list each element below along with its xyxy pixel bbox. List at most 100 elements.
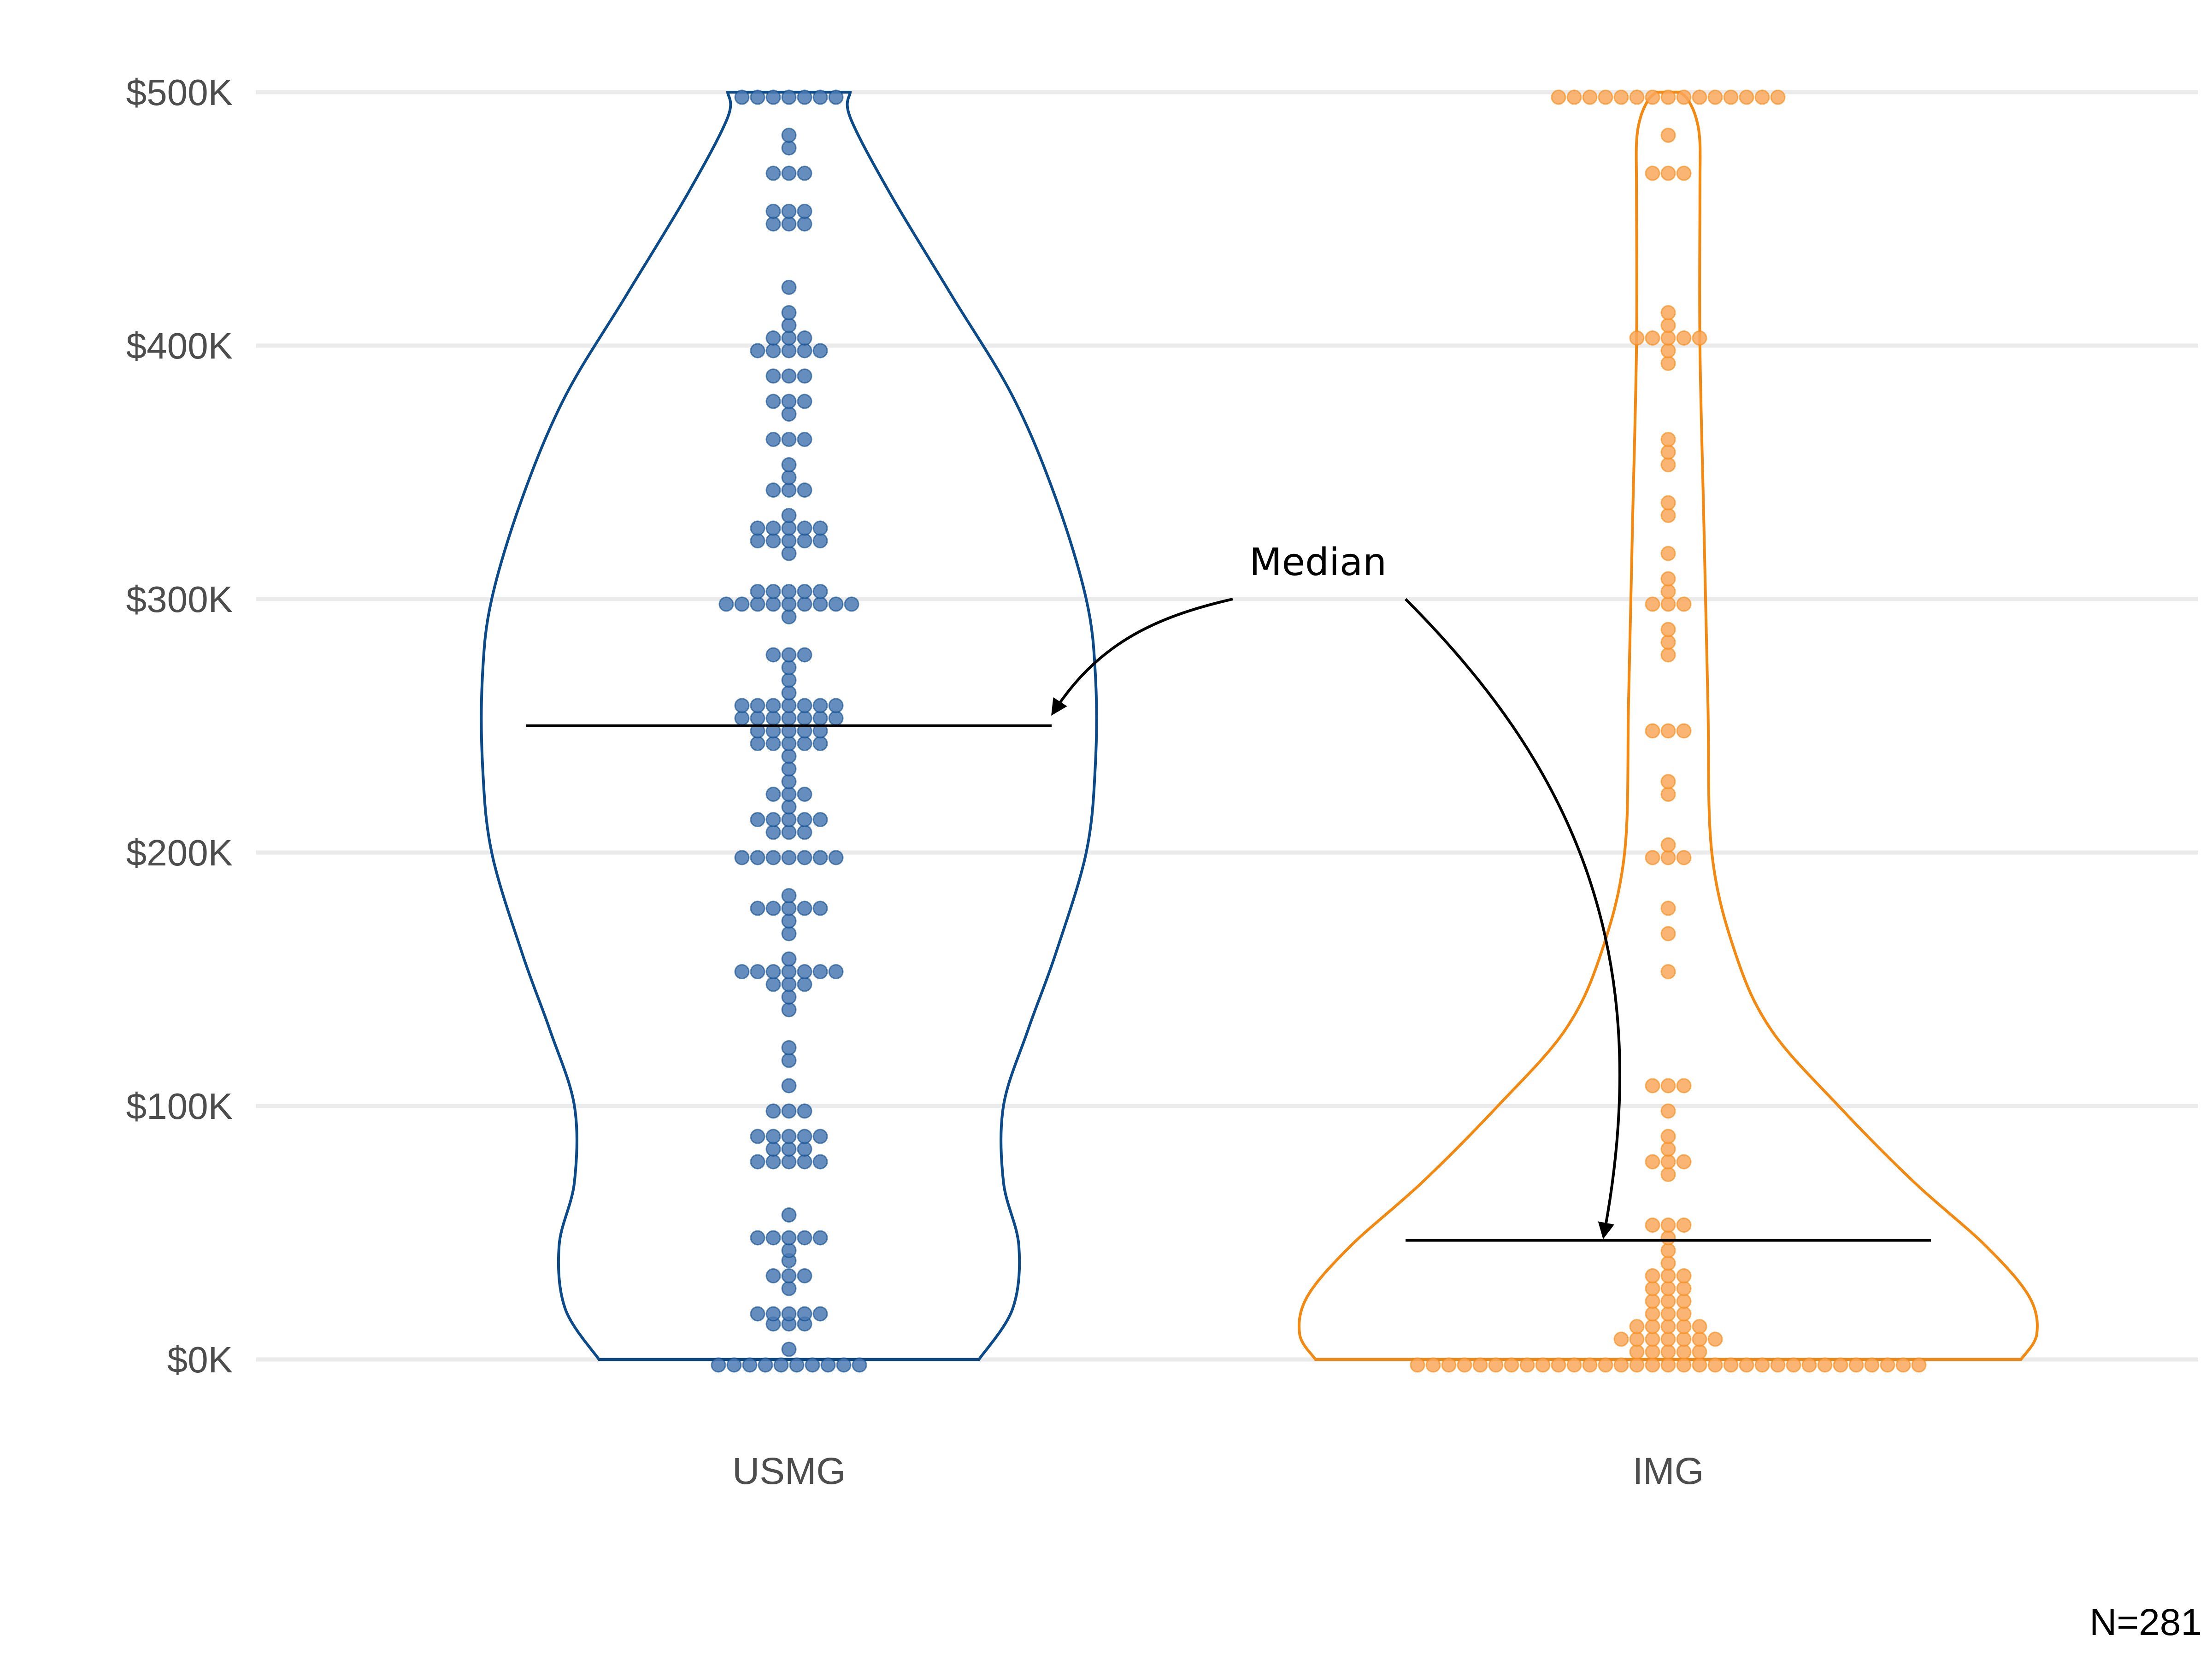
point-img-2-1 [1629,1331,1645,1347]
point-usmg-61-2 [797,216,812,232]
point-img-1-4 [1692,1344,1707,1359]
point-usmg-37-3 [781,698,797,713]
point-usmg-61-0 [765,216,781,232]
point-usmg-28-2 [781,812,797,827]
point-usmg-46-4 [812,533,828,548]
point-img-30-0 [1660,584,1676,599]
point-img-3-1 [1645,1319,1660,1334]
point-usmg-36-0 [734,711,750,726]
point-usmg-10-4 [812,1154,828,1170]
point-img-45-1 [1566,89,1582,105]
point-usmg-37-5 [812,698,828,713]
point-usmg-22-0 [781,926,797,941]
point-usmg-27-2 [797,824,812,840]
point-img-0-15 [1645,1357,1660,1373]
point-img-5-1 [1660,1294,1676,1309]
point-usmg-58-0 [781,318,797,333]
point-img-45-11 [1723,89,1739,105]
point-usmg-51-0 [781,457,797,472]
point-usmg-28-0 [750,812,765,827]
point-usmg-62-2 [797,204,812,219]
point-img-3-0 [1629,1319,1645,1334]
point-usmg-5-0 [765,1268,781,1283]
point-usmg-33-0 [781,748,797,764]
point-usmg-62-1 [781,204,797,219]
point-img-35-0 [1660,457,1676,472]
point-img-2-5 [1692,1331,1707,1347]
point-usmg-3-1 [765,1306,781,1322]
point-usmg-63-2 [797,165,812,181]
point-img-4-0 [1645,1306,1660,1322]
point-usmg-12-3 [797,1129,812,1144]
point-img-40-1 [1645,330,1660,346]
point-img-0-28 [1848,1357,1864,1373]
point-img-16-0 [1660,1103,1676,1119]
point-img-0-9 [1551,1357,1566,1373]
point-usmg-10-0 [750,1154,765,1170]
point-usmg-57-1 [781,330,797,346]
point-img-0-16 [1660,1357,1676,1373]
point-usmg-66-0 [734,89,750,105]
point-usmg-34-2 [781,736,797,751]
point-usmg-65-0 [781,128,797,143]
point-usmg-19-0 [765,977,781,992]
point-img-36-0 [1660,444,1676,460]
point-img-45-6 [1645,89,1660,105]
point-img-0-22 [1754,1357,1770,1373]
point-usmg-11-1 [781,1141,797,1157]
point-usmg-5-2 [797,1268,812,1283]
point-img-17-0 [1645,1078,1660,1094]
point-img-5-0 [1645,1294,1660,1309]
point-img-11-0 [1645,1218,1660,1233]
point-usmg-49-0 [765,482,781,498]
point-img-19-0 [1660,926,1676,941]
point-img-0-0 [1410,1357,1425,1373]
point-usmg-34-4 [812,736,828,751]
point-img-0-4 [1472,1357,1488,1373]
point-img-34-0 [1660,495,1676,511]
point-usmg-52-1 [781,432,797,447]
point-usmg-17-0 [781,1002,797,1018]
point-usmg-34-3 [797,736,812,751]
point-usmg-18-0 [781,989,797,1005]
point-usmg-45-0 [781,546,797,561]
point-usmg-26-5 [812,850,828,865]
point-img-45-10 [1707,89,1723,105]
point-usmg-47-1 [765,520,781,536]
point-usmg-12-2 [781,1129,797,1144]
point-img-0-11 [1582,1357,1598,1373]
point-img-25-2 [1676,723,1692,739]
point-img-0-13 [1613,1357,1629,1373]
point-usmg-36-3 [781,711,797,726]
point-usmg-0-7 [820,1357,836,1373]
y-tick-label-4: $400K [126,325,233,366]
point-usmg-62-0 [765,204,781,219]
sample-size-caption: N=281 [2089,1601,2202,1643]
point-usmg-0-4 [773,1357,789,1373]
point-img-0-2 [1441,1357,1457,1373]
point-usmg-32-0 [781,761,797,777]
point-usmg-3-2 [781,1306,797,1322]
point-usmg-8-0 [750,1230,765,1246]
point-img-26-0 [1660,647,1676,663]
point-usmg-44-4 [812,584,828,599]
point-img-4-2 [1676,1306,1692,1322]
point-usmg-20-4 [797,964,812,979]
point-img-5-2 [1676,1294,1692,1309]
point-img-1-0 [1629,1344,1645,1359]
point-usmg-66-3 [781,89,797,105]
point-img-40-3 [1676,330,1692,346]
point-img-13-1 [1660,1154,1676,1170]
point-usmg-8-4 [812,1230,828,1246]
point-img-18-0 [1660,964,1676,979]
point-img-0-12 [1598,1357,1613,1373]
point-usmg-44-3 [797,584,812,599]
point-img-6-0 [1645,1281,1660,1296]
point-usmg-43-8 [844,596,859,612]
point-usmg-44-1 [765,584,781,599]
point-usmg-28-1 [765,812,781,827]
point-img-45-8 [1676,89,1692,105]
point-img-22-0 [1660,837,1676,853]
point-usmg-55-2 [797,368,812,384]
point-usmg-66-5 [812,89,828,105]
